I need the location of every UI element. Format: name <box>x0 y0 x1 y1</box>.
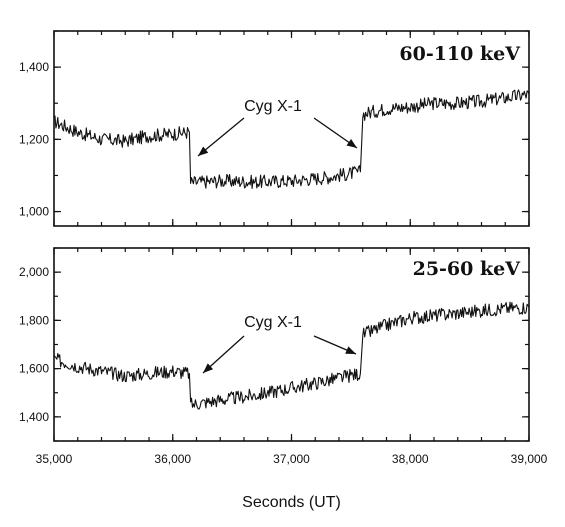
count-rate-trace <box>54 89 530 190</box>
cyg-x1-label: Cyg X-1 <box>244 98 302 115</box>
y-tick-label: 1,600 <box>19 362 49 376</box>
y-tick-label: 1,400 <box>19 410 49 424</box>
y-tick-label: 1,000 <box>19 205 49 219</box>
x-tick-label: 35,000 <box>36 452 73 466</box>
y-tick-label: 1,200 <box>19 132 49 146</box>
arrowhead <box>346 138 357 148</box>
x-tick-label: 39,000 <box>511 452 548 466</box>
energy-band-label: 60-110 keV <box>399 43 521 65</box>
energy-band-label: 25-60 keV <box>413 258 522 280</box>
count-rate-trace <box>53 301 530 410</box>
arrowhead <box>345 346 356 354</box>
arrowhead <box>198 146 209 156</box>
cyg-x1-label: Cyg X-1 <box>244 314 302 331</box>
chart-panel-1: 1,000 1,200 1,400 60-110 keV Cyg X-1 <box>19 30 530 227</box>
x-tick-label: 36,000 <box>154 452 191 466</box>
chart-panel-2: 1,400 1,600 1,800 2,000 35,000 36,000 37,000 38… <box>19 247 548 511</box>
arrowhead <box>203 363 214 373</box>
x-tick-label: 38,000 <box>392 452 429 466</box>
y-tick-label: 1,800 <box>19 313 49 327</box>
x-tick-label: 37,000 <box>273 452 310 466</box>
y-tick-label: 1,400 <box>19 60 49 74</box>
x-axis-label: Seconds (UT) <box>242 494 341 511</box>
y-tick-label: 2,000 <box>19 265 49 279</box>
